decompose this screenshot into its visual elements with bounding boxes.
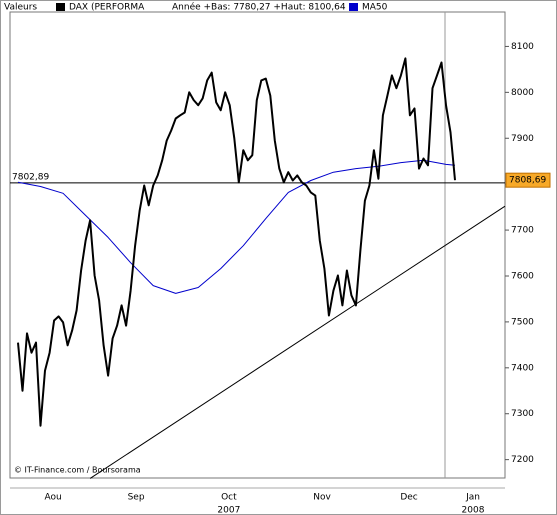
x-tick-label: Oct [221,493,237,503]
y-tick-label: 8000 [511,88,534,98]
y-tick-label: 7300 [511,409,534,419]
x-tick-label: Aou [45,493,62,503]
x-tick-label: Sep [128,493,145,503]
footer: © IT-Finance.com / Boursorama [14,466,141,475]
x-tick-label: Jan [465,493,480,503]
legend-swatch [56,3,65,11]
y-tick-label: 7900 [511,134,534,144]
x-tick-label: Dec [400,493,417,503]
y-tick-label: 7200 [511,455,534,465]
y-tick-label: 7500 [511,317,534,327]
legend-header: Valeurs [4,3,37,13]
trendline [89,205,506,479]
y-tick-label: 7600 [511,271,534,281]
last-value-box [505,172,551,188]
legend-swatch [349,3,358,11]
legend-label: DAX (PERFORMA [69,3,145,13]
legend-label: MA50 [362,3,388,13]
x-tick-label: Nov [313,493,331,503]
y-tick-label: 7400 [511,363,534,373]
annotation: Année +Bas: 7780,27 +Haut: 8100,64 [172,2,346,13]
series-line [17,57,456,427]
series-line [17,159,456,294]
year-label: 2007 [217,506,240,515]
last-value-label: 7808,69 [509,176,546,186]
reference-label: 7802,89 [12,172,49,182]
year-label: 2008 [462,506,485,515]
y-tick-label: 8100 [511,42,534,52]
y-tick-label: 7700 [511,226,534,236]
